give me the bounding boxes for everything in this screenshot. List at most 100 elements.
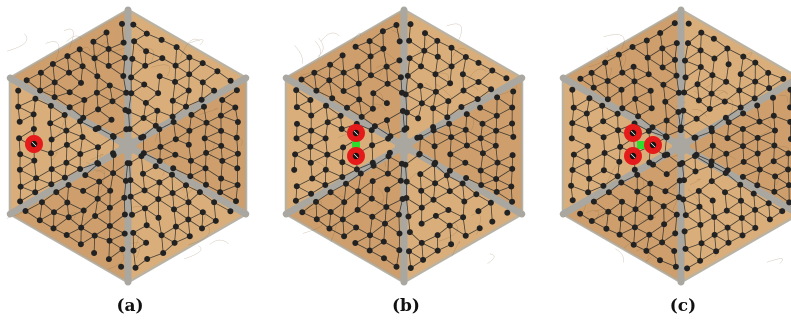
node [709, 197, 716, 204]
node [393, 22, 400, 28]
panel-c: (c) [553, 0, 791, 326]
connection-line [370, 74, 388, 85]
node [446, 167, 453, 174]
connection-line [724, 90, 740, 102]
groove [6, 74, 132, 150]
node [203, 149, 210, 156]
connection-line [80, 215, 96, 228]
center-hub [119, 137, 137, 155]
node [708, 90, 715, 97]
node [463, 111, 470, 118]
node [680, 107, 687, 114]
node [340, 69, 347, 76]
node [695, 97, 702, 104]
node [463, 142, 470, 149]
node [339, 174, 346, 180]
node [199, 209, 206, 216]
node [77, 166, 84, 172]
node [503, 75, 510, 82]
node [17, 183, 24, 190]
connection-line [449, 225, 452, 245]
connection-line [433, 130, 452, 138]
node [754, 150, 761, 157]
node [234, 182, 241, 188]
node [418, 220, 425, 227]
node [129, 211, 135, 218]
node [96, 178, 103, 185]
node [322, 182, 329, 188]
node [48, 150, 54, 157]
connection-line [742, 121, 760, 130]
node [63, 232, 70, 238]
node [765, 69, 772, 76]
node [324, 119, 331, 126]
node [772, 127, 778, 134]
node [358, 113, 365, 120]
node [91, 250, 98, 256]
node [48, 181, 55, 188]
node [94, 195, 101, 202]
board-tile [128, 146, 246, 282]
node [787, 104, 791, 111]
connection-line [405, 94, 423, 104]
connection-line [357, 198, 373, 211]
connection-line [54, 96, 70, 108]
connection-line [82, 136, 99, 148]
node [588, 218, 595, 224]
node [657, 30, 664, 36]
node [107, 187, 114, 194]
connection-line [383, 223, 386, 242]
node [740, 110, 747, 117]
node [431, 143, 438, 150]
connection-line [155, 165, 173, 176]
connection-line [725, 172, 741, 186]
highlighted-node-mark [31, 141, 37, 147]
node [477, 104, 484, 111]
texture-stroke [373, 91, 384, 111]
node [169, 97, 176, 104]
node [122, 107, 129, 113]
node [448, 241, 455, 248]
node [396, 38, 403, 45]
node [619, 69, 626, 76]
node [17, 198, 24, 205]
node [23, 77, 30, 84]
texture-stroke [603, 34, 625, 50]
node [158, 36, 165, 43]
board-tile [563, 10, 681, 146]
node [160, 250, 167, 256]
node [91, 232, 98, 239]
node [110, 150, 116, 157]
node [682, 74, 689, 81]
connection-line [369, 216, 373, 236]
node [382, 220, 388, 227]
node [187, 173, 194, 180]
node [187, 157, 194, 164]
node [646, 159, 653, 166]
node [754, 182, 761, 189]
node [600, 182, 607, 189]
node [39, 199, 45, 206]
caption-a: (a) [116, 296, 144, 316]
node [418, 239, 425, 246]
node [124, 160, 131, 167]
node [709, 72, 716, 79]
node [203, 119, 210, 126]
texture-stroke [689, 178, 701, 185]
node [406, 248, 412, 255]
connection-line [648, 73, 664, 86]
connection-line [591, 72, 608, 82]
node [92, 213, 99, 219]
connection-line [450, 145, 468, 155]
connection-line [699, 250, 717, 262]
node [94, 73, 101, 80]
texture-stroke [315, 160, 330, 174]
node [30, 111, 37, 118]
node [568, 135, 575, 142]
node [338, 126, 345, 132]
connection-line [757, 184, 775, 193]
node [662, 188, 669, 195]
texture-stroke [294, 45, 303, 64]
texture-stroke [743, 52, 753, 59]
node [430, 127, 437, 134]
